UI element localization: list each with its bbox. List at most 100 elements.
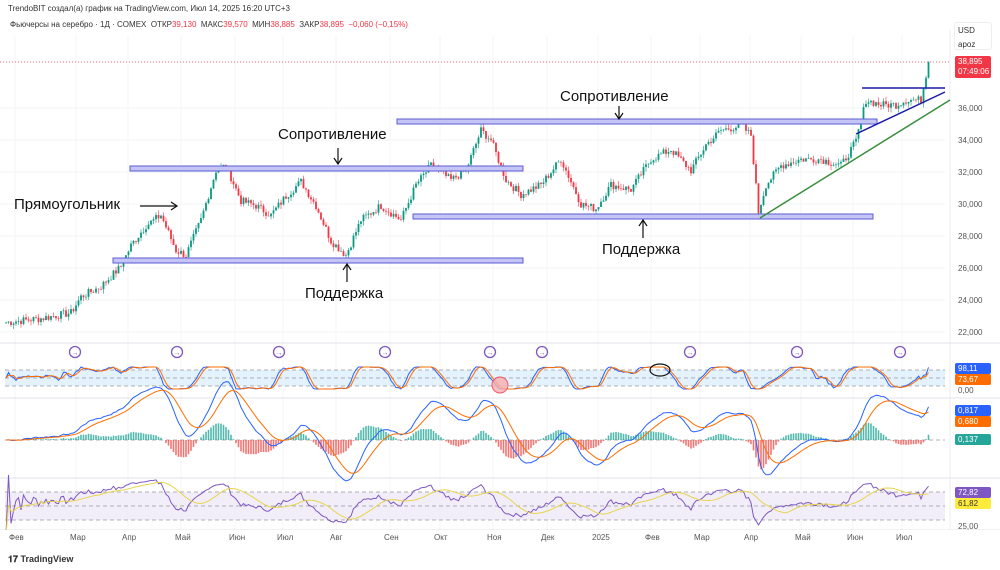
macd-histogram-bar: [120, 435, 122, 440]
candle: [450, 174, 452, 179]
macd-histogram-bar: [915, 440, 917, 445]
macd-histogram-bar: [767, 440, 770, 460]
candle: [410, 199, 412, 204]
macd-histogram-bar: [350, 440, 352, 446]
candle: [542, 182, 545, 185]
price-axis-label: 26,000: [958, 264, 983, 273]
macd-histogram-bar: [490, 436, 492, 440]
candle: [825, 159, 827, 164]
candle: [762, 195, 765, 205]
candle: [232, 181, 235, 185]
candle: [137, 237, 140, 242]
candle: [705, 144, 707, 151]
candle: [207, 199, 210, 204]
macd-histogram-bar: [560, 430, 562, 440]
candle: [212, 179, 215, 189]
macd-histogram-bar: [875, 427, 877, 440]
candle: [472, 148, 475, 156]
candle: [380, 204, 382, 209]
macd-histogram-bar: [160, 437, 162, 440]
candle: [800, 158, 802, 160]
candle: [702, 150, 705, 155]
signal-marker-icon: [535, 345, 549, 359]
macd-histogram-bar: [265, 440, 267, 453]
candle: [170, 230, 172, 240]
macd-histogram-bar: [255, 440, 257, 455]
candle: [55, 316, 57, 319]
currency-unit: apoz: [958, 40, 976, 49]
macd-histogram-bar: [62, 437, 65, 440]
macd-histogram-bar: [297, 433, 300, 440]
macd-histogram-bar: [405, 439, 407, 440]
candle: [150, 220, 152, 225]
macd-histogram-bar: [87, 433, 90, 440]
candle: [372, 212, 375, 215]
candle: [272, 210, 275, 214]
price-chart[interactable]: → → → → → → → → →: [0, 30, 1000, 530]
candle: [555, 162, 557, 170]
macd-histogram-bar: [117, 435, 120, 440]
candle: [335, 244, 337, 248]
candle: [202, 210, 205, 219]
symbol-name[interactable]: Фьючерсы на серебро · 1Д · COMEX: [10, 20, 147, 29]
macd-histogram-bar: [520, 440, 522, 457]
candle: [95, 288, 97, 293]
candle: [27, 319, 30, 321]
macd-histogram-bar: [47, 439, 50, 440]
candle: [790, 162, 792, 166]
candle: [115, 270, 117, 274]
macd-histogram-bar: [67, 438, 70, 440]
macd-histogram-bar: [910, 440, 912, 445]
macd-histogram-bar: [640, 433, 642, 440]
candle: [447, 174, 450, 177]
support-zone-2: [412, 213, 874, 220]
time-axis-label: Мар: [694, 533, 710, 542]
candle: [60, 311, 62, 319]
macd-histogram-bar: [632, 435, 635, 440]
macd-histogram-bar: [750, 440, 752, 445]
candle: [627, 186, 630, 190]
tradingview-logo[interactable]: 𝟏𝟕 TradingView: [8, 554, 73, 565]
candle: [782, 165, 785, 169]
macd-histogram-bar: [130, 432, 132, 440]
candle: [870, 100, 872, 103]
candle: [270, 213, 272, 217]
candle: [87, 289, 90, 297]
candle: [120, 265, 122, 267]
macd-histogram-bar: [107, 436, 110, 440]
candle: [885, 101, 887, 105]
macd-histogram-bar: [865, 423, 867, 440]
macd-histogram-bar: [365, 426, 367, 440]
macd-histogram-bar: [727, 435, 730, 440]
candle: [877, 102, 880, 106]
candle: [490, 138, 492, 141]
macd-histogram-bar: [482, 430, 485, 440]
macd-histogram-bar: [590, 440, 592, 449]
macd-histogram-bar: [92, 434, 95, 440]
candle: [352, 235, 355, 248]
logo-text: TradingView: [20, 554, 74, 564]
macd-histogram-bar: [787, 434, 790, 440]
time-axis-label: Сен: [384, 533, 399, 542]
macd-histogram-bar: [850, 436, 852, 440]
support-zone-1: [112, 257, 524, 264]
candle: [145, 229, 147, 233]
macd-histogram-bar: [925, 439, 927, 440]
candle: [50, 316, 52, 320]
macd-histogram-bar: [37, 439, 40, 440]
candle: [407, 203, 410, 209]
candle: [392, 213, 395, 217]
currency-selector[interactable]: USD apoz: [954, 22, 992, 50]
candle: [650, 162, 652, 164]
candle: [735, 127, 737, 131]
time-axis-label: Дек: [541, 533, 555, 542]
candle: [545, 175, 547, 183]
macd-histogram-bar: [55, 439, 57, 440]
macd-histogram-bar: [112, 435, 115, 440]
candle: [322, 219, 325, 225]
candle: [192, 233, 195, 241]
macd-histogram-bar: [135, 432, 137, 440]
candle: [665, 149, 667, 154]
candle: [660, 153, 662, 155]
candle: [530, 189, 532, 192]
